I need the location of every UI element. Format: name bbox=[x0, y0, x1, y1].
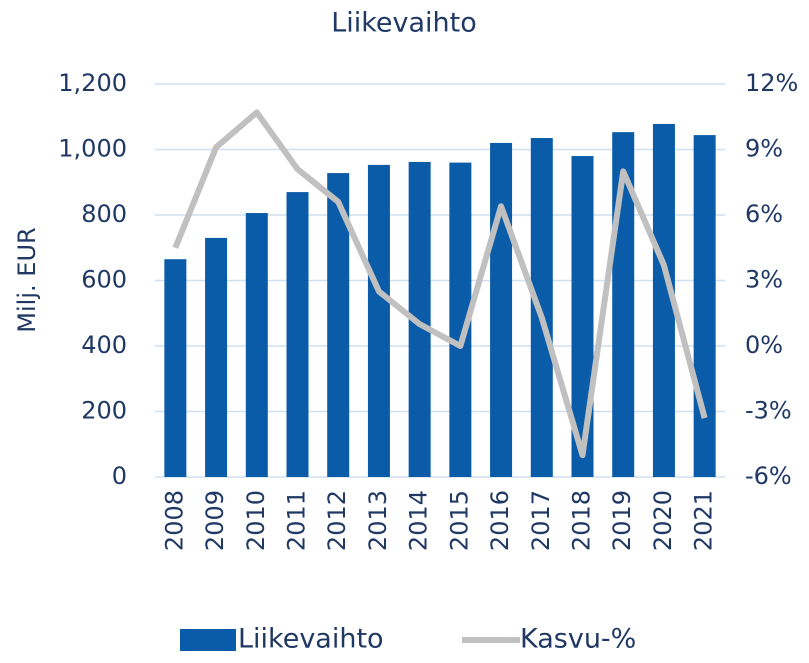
y-tick-label: 800 bbox=[81, 200, 127, 228]
y-tick-label: 1,200 bbox=[58, 69, 127, 97]
x-tick-label: 2019 bbox=[608, 490, 636, 551]
x-tick-label: 2020 bbox=[649, 490, 677, 551]
x-tick-label: 2018 bbox=[568, 490, 596, 551]
bar bbox=[652, 123, 675, 477]
x-tick-label: 2012 bbox=[323, 490, 351, 551]
bar bbox=[286, 192, 309, 477]
x-tick-label: 2016 bbox=[486, 490, 514, 551]
x-tick-label: 2021 bbox=[690, 490, 718, 551]
legend-swatch bbox=[180, 629, 236, 651]
y-tick-label: 400 bbox=[81, 331, 127, 359]
legend-label: Kasvu-% bbox=[520, 624, 636, 655]
y-tick-label: 200 bbox=[81, 397, 127, 425]
x-tick-label: 2011 bbox=[283, 490, 311, 551]
bar bbox=[367, 164, 390, 477]
y2-tick-label: -3% bbox=[745, 397, 792, 425]
x-tick-label: 2010 bbox=[242, 490, 270, 551]
chart-title: Liikevaihto bbox=[331, 8, 477, 39]
bar bbox=[205, 237, 228, 477]
x-tick-label: 2014 bbox=[405, 490, 433, 551]
y-tick-label: 600 bbox=[81, 266, 127, 294]
bar bbox=[449, 162, 472, 477]
y2-tick-label: 6% bbox=[745, 200, 783, 228]
bar bbox=[530, 138, 553, 477]
x-tick-label: 2013 bbox=[364, 490, 392, 551]
y2-tick-label: 12% bbox=[745, 69, 798, 97]
x-tick-label: 2008 bbox=[160, 490, 188, 551]
bar bbox=[408, 161, 431, 477]
y2-tick-label: -6% bbox=[745, 462, 792, 490]
bar bbox=[327, 173, 350, 477]
y2-tick-label: 3% bbox=[745, 266, 783, 294]
x-tick-label: 2017 bbox=[527, 490, 555, 551]
x-tick-label: 2015 bbox=[445, 490, 473, 551]
bar bbox=[490, 142, 513, 477]
y2-tick-label: 0% bbox=[745, 331, 783, 359]
x-tick-label: 2009 bbox=[201, 490, 229, 551]
legend-label: Liikevaihto bbox=[238, 624, 384, 655]
bar bbox=[164, 259, 187, 477]
line bbox=[172, 109, 708, 459]
y-axis-label: Milj. EUR bbox=[13, 227, 41, 332]
y-tick-label: 1,000 bbox=[58, 135, 127, 163]
y2-tick-label: 9% bbox=[745, 135, 783, 163]
bar bbox=[693, 135, 716, 477]
bar bbox=[245, 213, 268, 477]
y-tick-label: 0 bbox=[112, 462, 127, 490]
